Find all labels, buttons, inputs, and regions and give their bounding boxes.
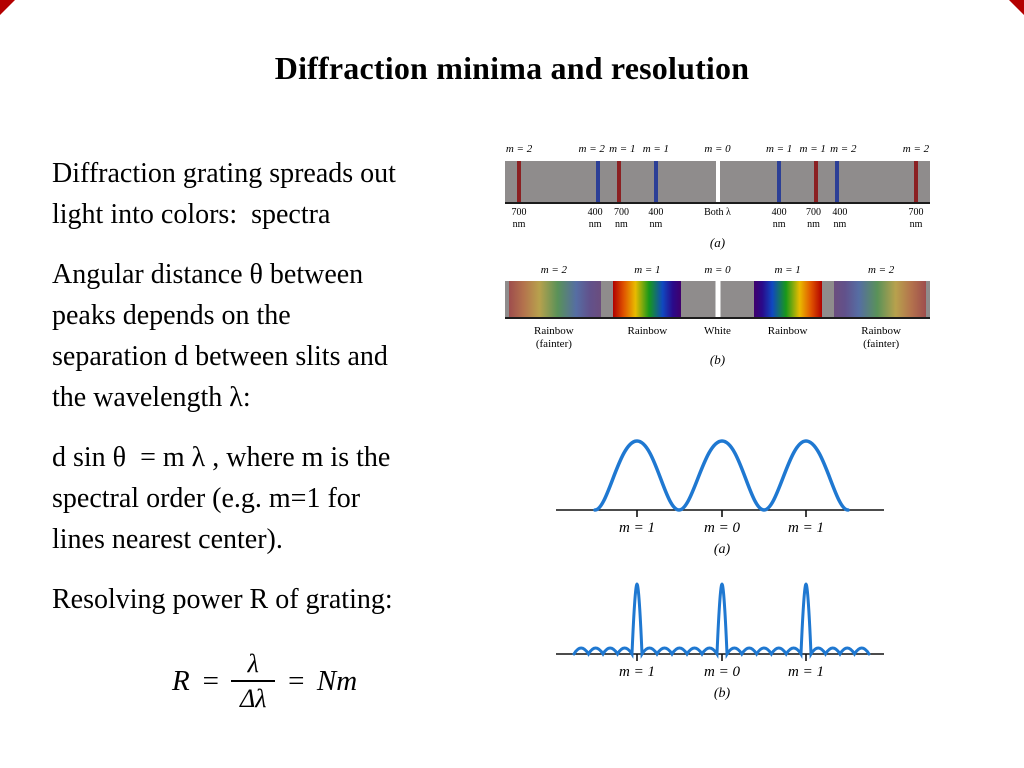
order-label: m = 0 [704, 520, 740, 536]
formula-result: Nm [316, 664, 358, 697]
fraction-bar [231, 680, 276, 683]
order-label: m = 1 [619, 520, 655, 536]
wavelength-label: 400 nm [771, 207, 787, 230]
order-label: m = 1 [609, 143, 636, 155]
order-label: m = 0 [704, 664, 740, 680]
paragraph-resolving-power: Resolving power R of grating: [52, 579, 500, 620]
order-label: m = 1 [799, 143, 826, 155]
figure-line-spectra: m = 2 m = 2 m = 1 m = 1 m = 0 m = 1 m = … [505, 138, 930, 256]
order-label: m = 1 [774, 264, 801, 276]
order-label: m = 0 [704, 143, 731, 155]
order-label: m = 2 [902, 143, 930, 155]
order-label: m = 1 [765, 143, 793, 155]
band-label: Rainbow [627, 325, 668, 337]
wavelength-label: 700 nm [613, 207, 629, 230]
order-label: m = 1 [788, 520, 824, 536]
slide-title: Diffraction minima and resolution [274, 50, 750, 86]
text-line: d sin θ = m λ , where m is the [52, 442, 391, 473]
wavelength-label: 400 nm [648, 207, 664, 230]
formula-denominator: Δλ [240, 684, 267, 714]
paragraph-grating-equation: d sin θ = m λ , where m is the spectral … [52, 437, 500, 560]
corner-decoration-right [1009, 0, 1024, 15]
text-line: the wavelength λ: [52, 382, 251, 413]
formula-equals: = [200, 664, 221, 697]
order-label: m = 2 [830, 143, 857, 155]
figure-two-slit-pattern: m = 1 m = 0 m = 1 (a) [552, 428, 888, 560]
wavelength-label: 400 nm [832, 207, 848, 230]
formula-lhs: R [172, 664, 190, 697]
band-label: White [704, 325, 731, 337]
rainbow-band-faint-right [834, 281, 926, 317]
body-text: Diffraction grating spreads out light in… [52, 153, 500, 639]
spectral-line-700nm [913, 161, 918, 202]
wavelength-label: 400 nm [587, 207, 603, 230]
figure-caption: (a) [709, 235, 726, 250]
paragraph-angular-distance: Angular distance θ between peaks depends… [52, 254, 500, 418]
wavelength-label: Both λ [704, 207, 731, 218]
order-label: m = 1 [634, 264, 661, 276]
formula-equals-2: = [286, 664, 306, 697]
figure-rainbow-spectra: m = 2 m = 1 m = 0 m = 1 m = 2 Rainbow (f… [505, 258, 930, 370]
band-label: Rainbow (fainter) [861, 325, 901, 350]
formula-numerator: λ [247, 649, 259, 678]
figure-caption: (b) [713, 686, 731, 701]
spectral-line-400nm [835, 161, 840, 202]
order-label: m = 2 [867, 264, 895, 276]
figure-caption: (b) [709, 352, 726, 367]
corner-decoration-left [0, 0, 15, 15]
text-line: Diffraction grating spreads out [52, 158, 396, 189]
white-center-line [715, 281, 720, 317]
wavelength-label: 700 nm [908, 207, 924, 230]
figure-caption: (a) [713, 542, 731, 557]
text-line: peaks depends on the [52, 300, 291, 331]
order-label: m = 1 [619, 664, 655, 680]
order-label: m = 2 [578, 143, 605, 155]
spectrum-screen [505, 281, 930, 319]
wavelength-label: 700 nm [511, 207, 527, 230]
order-label: m = 2 [540, 264, 568, 276]
band-label: Rainbow [767, 325, 808, 337]
order-label: m = 1 [788, 664, 824, 680]
spectral-line-400nm [653, 161, 658, 202]
resolving-power-formula: R = λ Δλ = Nm [172, 650, 357, 713]
spectral-line-700nm [616, 161, 621, 202]
spectral-line-400nm [595, 161, 600, 202]
intensity-curve-broad [556, 439, 884, 517]
rainbow-band-faint-left [509, 281, 601, 317]
order-label: m = 0 [704, 264, 731, 276]
intensity-curve-sharp [556, 582, 884, 661]
text-line: lines nearest center). [52, 524, 283, 555]
figure-grating-pattern: m = 1 m = 0 m = 1 (b) [552, 572, 888, 704]
text-line: Resolving power R of grating: [52, 584, 393, 615]
spectral-line-700nm [517, 161, 522, 202]
order-label: m = 1 [642, 143, 670, 155]
text-line: spectral order (e.g. m=1 for [52, 483, 361, 514]
rainbow-band-left [613, 281, 682, 317]
rainbow-band-right [753, 281, 822, 317]
spectrum-screen [505, 161, 930, 204]
wavelength-label: 700 nm [806, 207, 822, 230]
center-line-white [715, 161, 720, 202]
band-label: Rainbow (fainter) [534, 325, 574, 350]
text-line: Angular distance θ between [52, 259, 364, 290]
text-line: light into colors: spectra [52, 199, 331, 230]
formula-fraction: λ Δλ [231, 649, 276, 714]
spectral-line-400nm [777, 161, 782, 202]
spectral-line-700nm [814, 161, 819, 202]
paragraph-spectra: Diffraction grating spreads out light in… [52, 153, 500, 235]
order-label: m = 2 [505, 143, 533, 155]
text-line: separation d between slits and [52, 341, 388, 372]
